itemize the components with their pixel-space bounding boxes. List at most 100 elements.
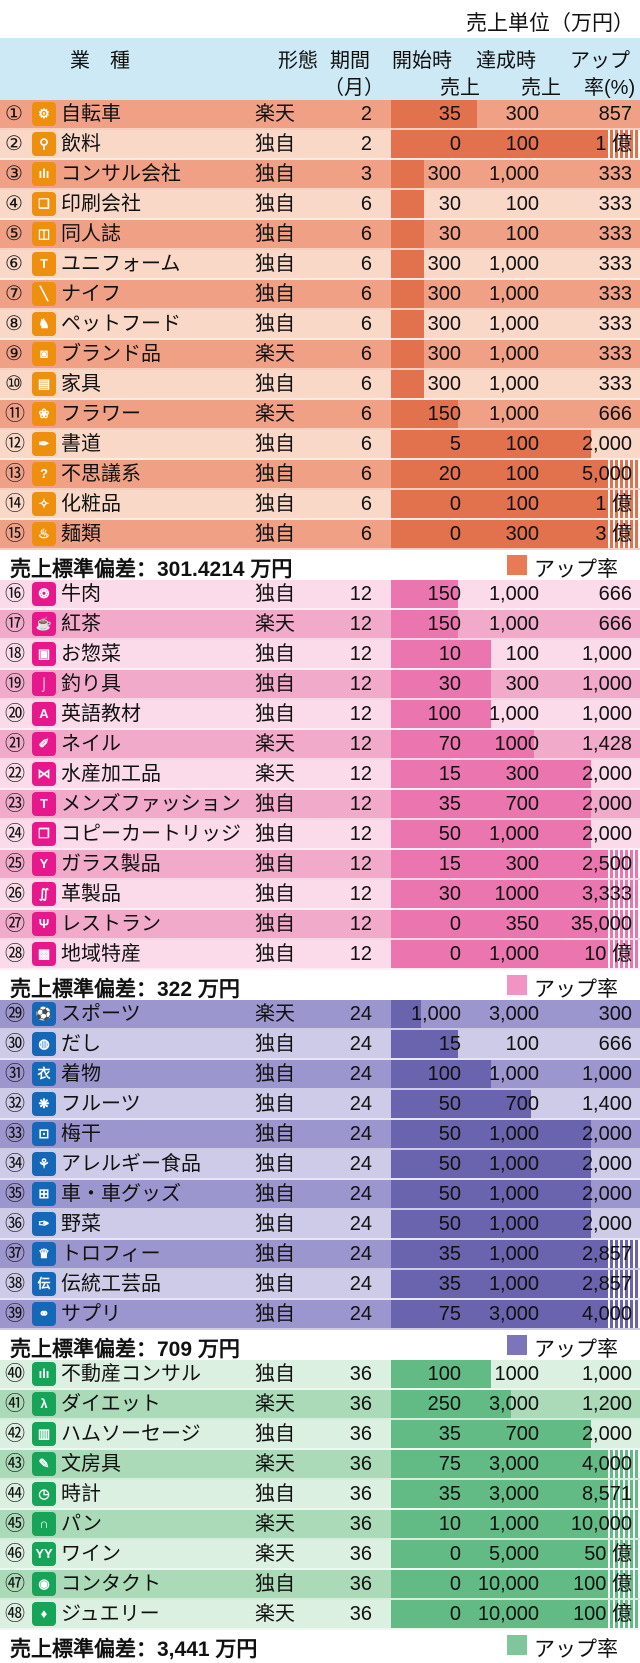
header-industry: 業 種 — [70, 50, 130, 72]
rate-cell: 100 億 — [573, 1573, 632, 1595]
row-number: ㉖ — [5, 883, 25, 905]
row-number: ㊷ — [5, 1423, 25, 1445]
achieved-sales-cell: 1000 — [494, 733, 540, 755]
row-number: ㉜ — [5, 1093, 25, 1115]
rate-bar — [391, 1030, 458, 1058]
achieved-sales-cell: 1,000 — [488, 1183, 539, 1205]
achieved-sales-cell: 700 — [505, 1093, 539, 1115]
rate-bar — [391, 1270, 640, 1298]
period-cell: 36 — [349, 1603, 372, 1625]
industry-label: ブランド品 — [61, 343, 161, 365]
row-number: ⑮ — [5, 523, 25, 545]
period-cell: 6 — [360, 253, 372, 275]
traditional-craft-icon: 伝 — [32, 1272, 56, 1296]
table-row: ㉟ ⊞ 車・車グッズ 独自 24 50 1,000 2,000 — [0, 1180, 640, 1210]
period-cell: 6 — [360, 403, 372, 425]
industry-label: メンズファッション — [61, 793, 241, 815]
rate-bar — [391, 1390, 511, 1418]
menswear-icon: T — [32, 792, 56, 816]
shirt-icon: T — [32, 252, 56, 276]
period-cell: 24 — [349, 1153, 372, 1175]
title-row: 売上単位（万円） — [0, 0, 640, 38]
rate-bar — [391, 280, 424, 308]
achieved-sales-cell: 300 — [505, 673, 539, 695]
rate-cell: 3,333 — [581, 883, 632, 905]
format-cell: 楽天 — [255, 763, 295, 785]
row-number: ④ — [5, 193, 23, 215]
row-number: ㊵ — [5, 1363, 25, 1385]
row-number: ㉘ — [5, 943, 25, 965]
start-sales-cell: 30 — [438, 193, 461, 215]
table-row: ⑭ ✧ 化粧品 独自 6 0 100 1 億 — [0, 490, 640, 520]
row-number: ⑩ — [5, 373, 23, 395]
industry-label: コンタクト — [61, 1573, 161, 1595]
industry-label: フルーツ — [61, 1093, 141, 1115]
industry-label: 釣り具 — [61, 673, 121, 695]
format-cell: 独自 — [255, 583, 295, 605]
start-sales-cell: 1,000 — [410, 1003, 461, 1025]
table-row: ㉞ ⚘ アレルギー食品 独自 24 50 1,000 2,000 — [0, 1150, 640, 1180]
rate-bar — [391, 340, 424, 368]
rate-bar-overflow-stripes — [608, 1510, 640, 1538]
achieved-sales-cell: 3,000 — [488, 1303, 539, 1325]
diamond-icon: ♦ — [32, 1602, 56, 1626]
period-cell: 24 — [349, 1243, 372, 1265]
start-sales-cell: 35 — [438, 1243, 461, 1265]
period-cell: 6 — [360, 463, 372, 485]
row-number: ㊲ — [5, 1243, 25, 1265]
legend-label: アップ率 — [534, 1638, 618, 1661]
start-sales-cell: 0 — [449, 1603, 461, 1625]
row-number: ㉟ — [5, 1183, 25, 1205]
stddev-row: 売上標準偏差：709 万円 アップ率 — [0, 1330, 640, 1361]
start-sales-cell: 0 — [449, 1543, 461, 1565]
row-number: ⑰ — [5, 613, 25, 635]
industry-label: 革製品 — [61, 883, 121, 905]
rate-bar — [391, 520, 640, 548]
period-cell: 12 — [349, 643, 372, 665]
header-achieved-sales-sub: 売上 — [521, 77, 561, 99]
header-start-sales: 開始時 — [392, 50, 452, 72]
format-cell: 独自 — [255, 913, 295, 935]
start-sales-cell: 50 — [438, 1123, 461, 1145]
rate-bar — [391, 430, 591, 458]
start-sales-cell: 50 — [438, 1183, 461, 1205]
format-cell: 楽天 — [255, 1603, 295, 1625]
format-cell: 独自 — [255, 253, 295, 275]
rate-cell: 1,000 — [581, 643, 632, 665]
period-cell: 12 — [349, 703, 372, 725]
rate-cell: 2,000 — [581, 433, 632, 455]
start-sales-cell: 250 — [427, 1393, 461, 1415]
book-icon: ◫ — [32, 222, 56, 246]
achieved-sales-cell: 100 — [505, 463, 539, 485]
rate-bar-overflow-stripes — [608, 490, 640, 518]
format-cell: 独自 — [255, 133, 295, 155]
industry-label: 野菜 — [61, 1213, 101, 1235]
format-cell: 独自 — [255, 313, 295, 335]
header-rate: アップ — [570, 50, 630, 72]
achieved-sales-cell: 100 — [505, 1033, 539, 1055]
achieved-sales-cell: 1,000 — [488, 1213, 539, 1235]
start-sales-cell: 70 — [438, 733, 461, 755]
start-sales-cell: 35 — [438, 793, 461, 815]
table-row: ㉘ ▩ 地域特産 独自 12 0 1,000 10 億 — [0, 940, 640, 970]
car-icon: ⊞ — [32, 1182, 56, 1206]
row-number: ㊹ — [5, 1483, 25, 1505]
rate-cell: 333 — [598, 163, 632, 185]
tea-cup-icon: ☕ — [32, 612, 56, 636]
rate-bar — [391, 1540, 640, 1568]
rate-bar — [391, 100, 477, 128]
period-cell: 24 — [349, 1003, 372, 1025]
rate-bar — [391, 310, 424, 338]
period-cell: 24 — [349, 1213, 372, 1235]
industry-label: 牛肉 — [61, 583, 101, 605]
row-number: ⑱ — [5, 643, 25, 665]
rate-cell: 1 億 — [595, 493, 632, 515]
stddev-label: 売上標準偏差：709 万円 — [10, 1338, 240, 1361]
table-row: ⑳ A 英語教材 独自 12 100 1,000 1,000 — [0, 700, 640, 730]
format-cell: 独自 — [255, 283, 295, 305]
industry-label: 梅干 — [61, 1123, 101, 1145]
rate-bar-overflow-stripes — [608, 520, 640, 548]
format-cell: 独自 — [255, 853, 295, 875]
rate-bar — [391, 730, 534, 758]
rate-cell: 4,000 — [581, 1453, 632, 1475]
